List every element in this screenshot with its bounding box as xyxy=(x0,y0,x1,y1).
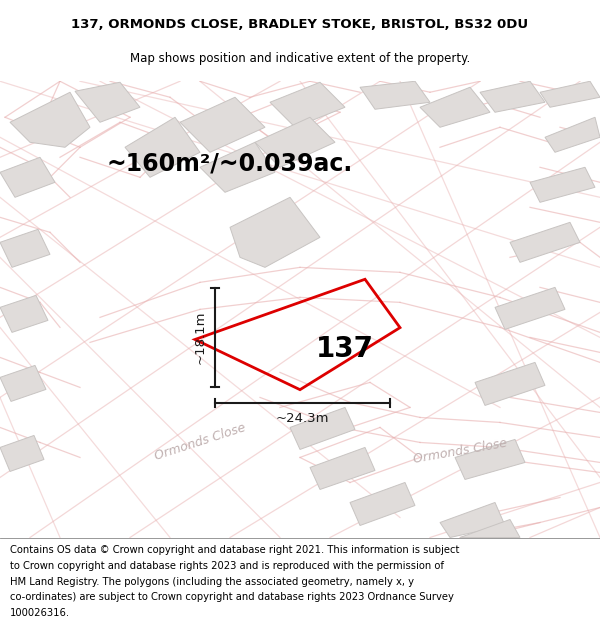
Text: Ormonds Close: Ormonds Close xyxy=(412,436,508,466)
Polygon shape xyxy=(420,88,490,128)
Polygon shape xyxy=(75,82,140,122)
Polygon shape xyxy=(180,98,265,152)
Polygon shape xyxy=(440,503,505,538)
Polygon shape xyxy=(360,81,430,109)
Text: Ormonds Close: Ormonds Close xyxy=(153,421,247,462)
Text: ~160m²/~0.039ac.: ~160m²/~0.039ac. xyxy=(107,151,353,176)
Polygon shape xyxy=(230,198,320,268)
Polygon shape xyxy=(200,142,275,192)
Polygon shape xyxy=(495,288,565,329)
Polygon shape xyxy=(290,408,355,449)
Polygon shape xyxy=(510,222,580,262)
Polygon shape xyxy=(455,439,525,479)
Polygon shape xyxy=(475,362,545,406)
Polygon shape xyxy=(10,92,90,148)
Polygon shape xyxy=(545,118,600,152)
Text: HM Land Registry. The polygons (including the associated geometry, namely x, y: HM Land Registry. The polygons (includin… xyxy=(10,576,413,586)
Text: 100026316.: 100026316. xyxy=(10,608,70,618)
Text: ~18.1m: ~18.1m xyxy=(193,311,206,364)
Text: 137: 137 xyxy=(316,335,374,363)
Polygon shape xyxy=(0,436,44,471)
Polygon shape xyxy=(540,81,600,107)
Polygon shape xyxy=(0,229,50,268)
Polygon shape xyxy=(310,448,375,489)
Polygon shape xyxy=(480,81,545,112)
Polygon shape xyxy=(270,82,345,127)
Polygon shape xyxy=(350,482,415,526)
Text: to Crown copyright and database rights 2023 and is reproduced with the permissio: to Crown copyright and database rights 2… xyxy=(10,561,443,571)
Polygon shape xyxy=(0,158,55,198)
Polygon shape xyxy=(0,366,46,401)
Polygon shape xyxy=(255,118,335,168)
Text: co-ordinates) are subject to Crown copyright and database rights 2023 Ordnance S: co-ordinates) are subject to Crown copyr… xyxy=(10,592,454,602)
Text: Map shows position and indicative extent of the property.: Map shows position and indicative extent… xyxy=(130,52,470,65)
Text: Contains OS data © Crown copyright and database right 2021. This information is : Contains OS data © Crown copyright and d… xyxy=(10,546,459,556)
Polygon shape xyxy=(125,118,200,178)
Text: ~24.3m: ~24.3m xyxy=(276,412,329,425)
Polygon shape xyxy=(530,168,595,202)
Polygon shape xyxy=(460,519,520,538)
Polygon shape xyxy=(0,296,48,333)
Text: 137, ORMONDS CLOSE, BRADLEY STOKE, BRISTOL, BS32 0DU: 137, ORMONDS CLOSE, BRADLEY STOKE, BRIST… xyxy=(71,18,529,31)
